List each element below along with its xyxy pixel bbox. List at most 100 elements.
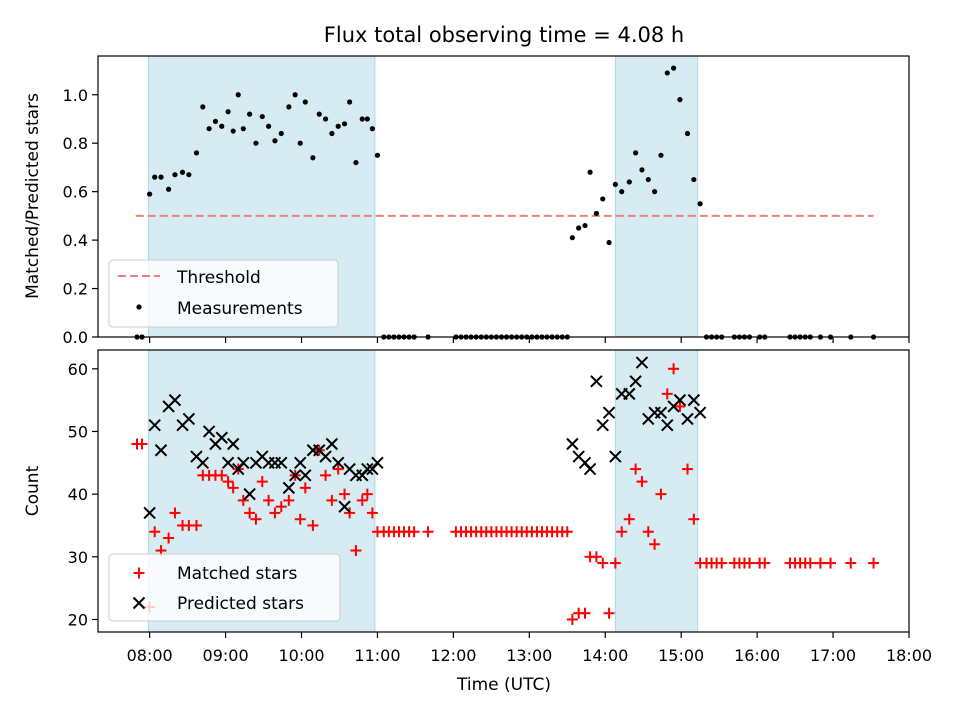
matched-star-point	[133, 567, 145, 579]
matched-star-point	[169, 507, 181, 519]
predicted-marker-b	[299, 469, 312, 482]
measurement-point	[369, 126, 375, 132]
measurement-point	[206, 126, 212, 132]
bottom-x-axis: 08:00 09:00 10:00 11:00 12:00 13:00 14:00 15:00…	[127, 632, 932, 665]
top-y-axis: 0.0 0.2 0.4 0.6 0.8 1.0	[63, 86, 98, 347]
predicted-star-point	[275, 456, 288, 470]
predicted-star-point	[635, 356, 649, 369]
predicted-marker-b	[275, 456, 288, 470]
predicted-marker-b	[256, 450, 269, 463]
matched-star-point	[244, 507, 256, 519]
measurement-point	[612, 181, 618, 187]
predicted-marker-b	[168, 393, 182, 407]
predicted-star-point	[226, 437, 240, 451]
predicted-star-point	[602, 406, 616, 419]
matched-star-point	[332, 463, 344, 475]
matched-star-point	[688, 513, 700, 525]
predicted-star-point	[596, 418, 609, 432]
x-tick-label: 16:00	[734, 646, 780, 665]
measurement-point	[353, 159, 359, 166]
matched-star-point	[339, 488, 351, 500]
measurement-point	[225, 109, 231, 115]
predicted-star-point	[661, 418, 674, 432]
measurement-point	[677, 97, 683, 103]
matched-star-point	[283, 494, 295, 506]
matched-star-point	[616, 526, 628, 538]
predicted-star-point	[566, 437, 579, 451]
measurement-point	[364, 116, 370, 122]
predicted-star-point	[583, 462, 597, 476]
measurement-point	[259, 113, 265, 120]
predicted-star-point	[299, 469, 312, 482]
measurement-point	[347, 99, 353, 105]
measurement-point	[576, 225, 582, 231]
predicted-star-point	[237, 456, 250, 470]
matched-star-point	[744, 557, 756, 569]
x-tick-label: 09:00	[203, 646, 249, 665]
matched-star-point	[597, 557, 609, 569]
predicted-star-point	[681, 412, 694, 426]
matched-star-point	[682, 463, 694, 475]
matched-star-point	[320, 469, 332, 481]
top-y-tick-label: 0.8	[63, 134, 88, 153]
measurement-point	[582, 222, 588, 229]
matched-star-point	[661, 388, 673, 400]
x-tick-label: 17:00	[810, 646, 856, 665]
measurement-point	[633, 150, 639, 156]
measurement-point	[193, 150, 200, 156]
predicted-star-point	[623, 387, 636, 401]
measurement-point	[652, 189, 658, 195]
predicted-marker-b	[681, 412, 694, 426]
measurement-point	[212, 118, 219, 125]
x-tick-label: 10:00	[278, 646, 324, 665]
matched-star-point	[275, 501, 287, 513]
top-legend: Threshold Measurements	[108, 259, 339, 328]
measurement-point	[297, 140, 303, 146]
predicted-marker-b	[237, 456, 250, 470]
predicted-star-point	[154, 444, 168, 457]
bottom-panel: 20 30 40 50 60 08:00 09:00 10:00 11:00 12:00 13:0…	[23, 349, 932, 695]
top-y-tick-label: 1.0	[63, 86, 88, 105]
matched-star-point	[609, 557, 621, 569]
matched-star-point	[674, 400, 686, 412]
measurement-point	[587, 169, 593, 175]
matched-star-point	[814, 557, 826, 569]
matched-star-point	[163, 532, 175, 544]
top-plot-frame	[97, 55, 910, 338]
legend-matched-label: Matched stars	[177, 564, 297, 584]
measurement-point	[684, 130, 691, 137]
x-tick-label: 12:00	[430, 646, 476, 665]
predicted-star-point	[243, 487, 256, 501]
measurement-point	[670, 65, 677, 71]
measurement-point	[247, 111, 253, 117]
matched-star-point	[326, 494, 338, 506]
predicted-star-point	[590, 375, 603, 388]
x-tick-label: 13:00	[506, 646, 552, 665]
bottom-plot-frame	[97, 349, 910, 633]
bottom-y-tick-label: 30	[68, 548, 88, 567]
matched-star-point	[190, 519, 202, 531]
predicted-star-point	[202, 425, 216, 438]
bottom-y-tick-label: 40	[68, 485, 88, 504]
matched-star-point	[845, 557, 857, 569]
matched-star-point	[227, 482, 239, 494]
top-y-tick-label: 0.6	[63, 183, 88, 202]
measurement-point	[569, 235, 575, 241]
predicted-star-point	[282, 481, 296, 495]
predicted-star-point	[168, 393, 182, 407]
measurement-point	[619, 189, 625, 195]
top-legend-box	[108, 259, 339, 328]
measurement-point	[606, 239, 612, 246]
predicted-marker-b	[190, 450, 203, 463]
predicted-star-point	[294, 456, 307, 470]
measurement-point	[639, 167, 645, 173]
predicted-marker-b	[282, 481, 296, 495]
matched-star-point	[825, 557, 837, 569]
predicted-star-point	[221, 456, 235, 470]
measurement-point	[322, 116, 329, 122]
top-y-axis-label: Matched/Predicted stars	[23, 93, 43, 299]
predicted-marker-b	[654, 406, 668, 419]
matched-star-point	[408, 526, 420, 538]
predicted-marker-b	[578, 456, 592, 470]
